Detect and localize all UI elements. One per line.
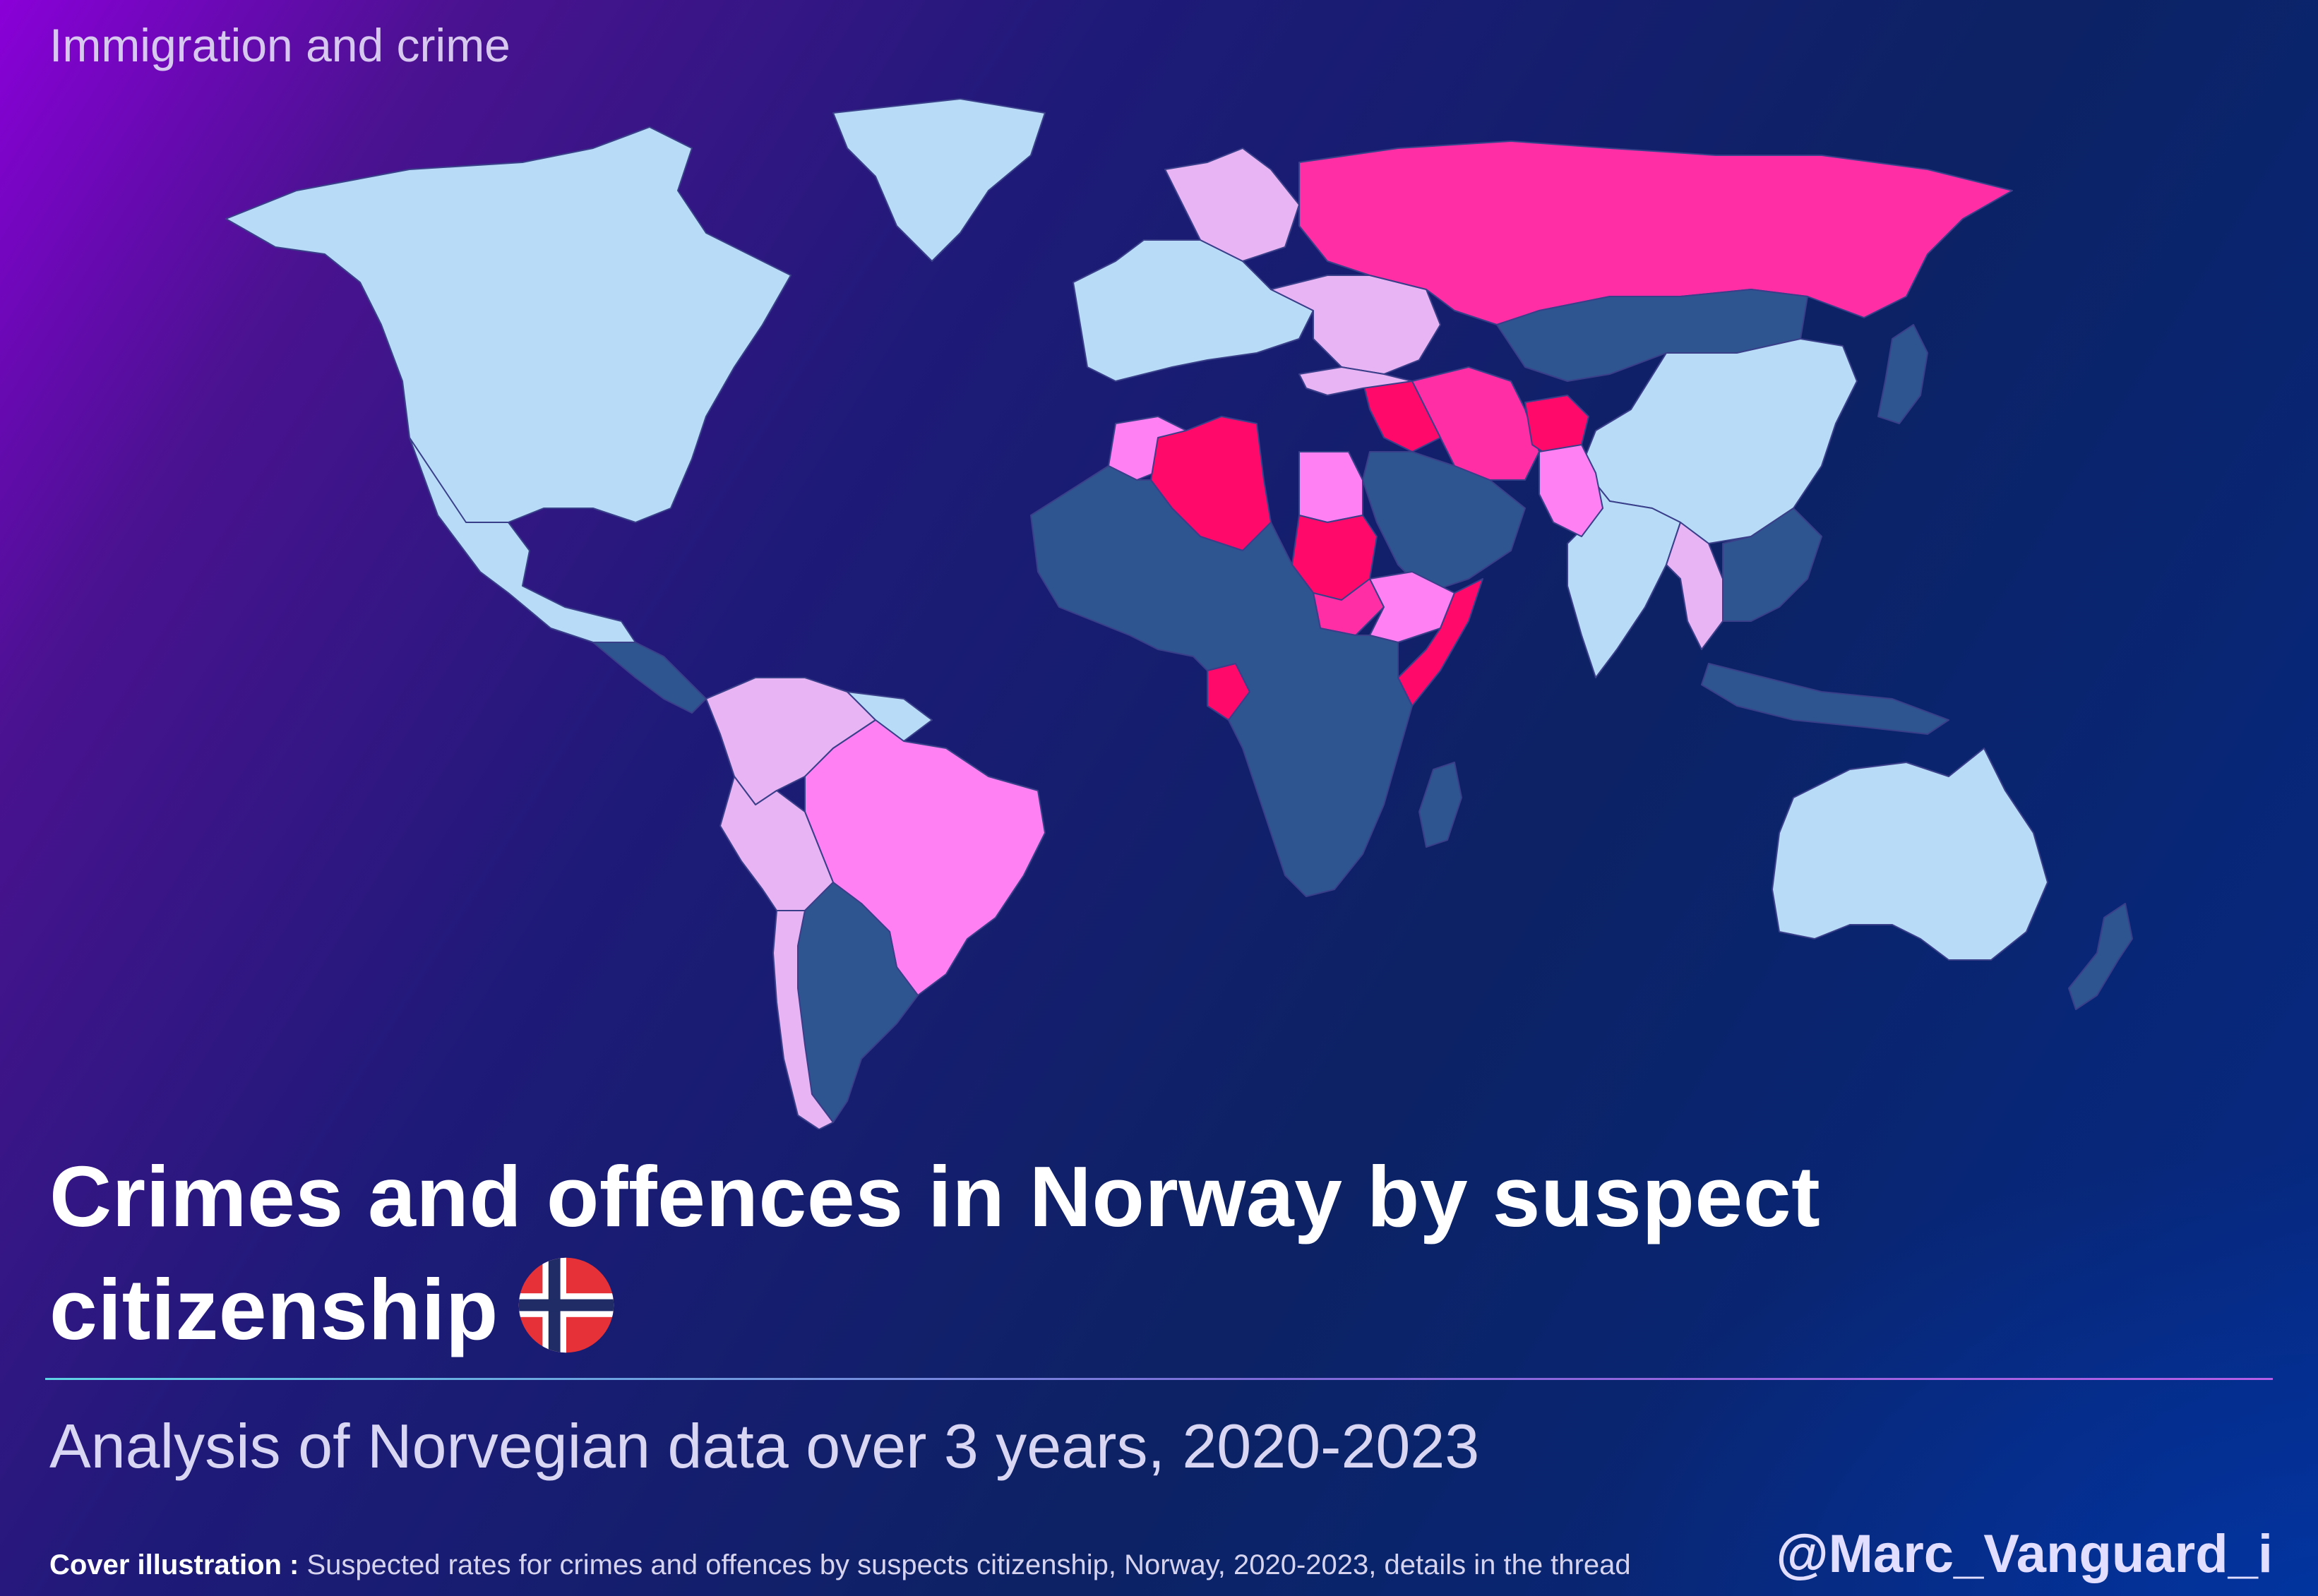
footer-text: Suspected rates for crimes and offences … [299, 1549, 1631, 1580]
author-handle: @Marc_Vanguard_i [1776, 1524, 2273, 1584]
title-text: Crimes and offences in Norway by suspect… [49, 1148, 1821, 1357]
region-madagascar [1418, 762, 1462, 848]
region-chile [772, 910, 834, 1129]
region-russia [1298, 140, 2013, 325]
region-scandinavia [1164, 148, 1300, 262]
region-japan [1877, 324, 1928, 424]
region-egypt [1298, 451, 1363, 523]
region-africa-rest [1030, 465, 1413, 897]
region-syria [1362, 380, 1441, 452]
region-central-america [592, 642, 707, 714]
region-guianas [847, 691, 933, 742]
region-europe-west [1073, 239, 1314, 382]
region-turkey [1298, 366, 1413, 396]
region-mexico [409, 437, 636, 643]
region-arabia [1362, 451, 1526, 594]
page-title: Crimes and offences in Norway by suspect… [49, 1140, 2097, 1366]
world-choropleth-map [225, 98, 2133, 1129]
region-greenland [832, 98, 1046, 262]
region-ethiopia [1369, 571, 1455, 643]
region-europe-east [1270, 275, 1441, 375]
footer-lead: Cover illustration : [49, 1549, 299, 1580]
region-myanmar-thailand [1666, 522, 1723, 650]
region-north-america [225, 126, 791, 523]
kicker: Immigration and crime [49, 19, 510, 71]
subtitle: Analysis of Norvegian data over 3 years,… [49, 1411, 1480, 1481]
region-indonesia [1701, 663, 1949, 735]
title-divider [45, 1378, 2273, 1380]
norway-flag-icon [518, 1257, 614, 1353]
footer-caption: Cover illustration : Suspected rates for… [49, 1549, 1631, 1581]
region-pakistan [1539, 444, 1603, 537]
region-australia [1772, 748, 2048, 961]
region-new-zealand [2068, 903, 2133, 1010]
